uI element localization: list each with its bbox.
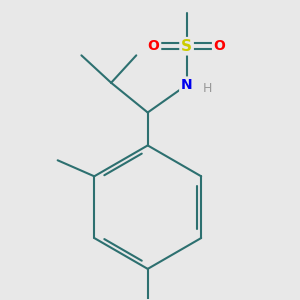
- Text: N: N: [181, 78, 192, 92]
- Text: H: H: [202, 82, 212, 95]
- Text: O: O: [214, 39, 225, 53]
- Text: O: O: [148, 39, 160, 53]
- Text: S: S: [181, 39, 192, 54]
